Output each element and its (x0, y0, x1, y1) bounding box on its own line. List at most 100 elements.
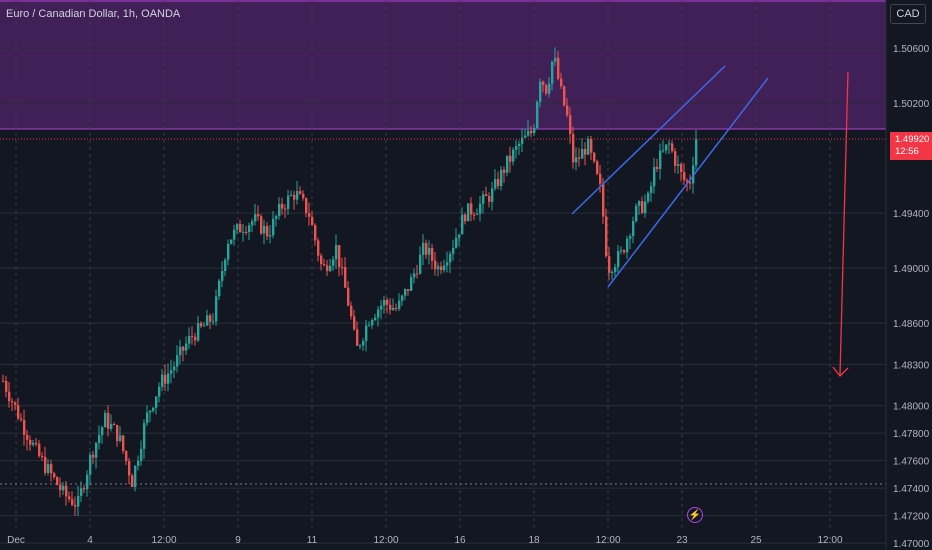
candle-body (383, 299, 386, 306)
candle-body (533, 127, 536, 134)
current-price-tag: 1.49920 12:56 (890, 132, 932, 160)
candle-body (77, 495, 80, 507)
candle-body (488, 196, 491, 202)
candle-body (62, 485, 65, 491)
candle-body (8, 391, 11, 402)
candle-body (638, 201, 641, 206)
candle-body (620, 250, 623, 252)
candle-body (254, 214, 257, 222)
candle-body (53, 473, 56, 478)
lightning-bolt-icon[interactable]: ⚡ (687, 507, 703, 523)
price-tick-label: 1.47200 (893, 512, 930, 523)
candle-body (656, 166, 659, 169)
candle-body (2, 380, 5, 382)
candle-body (5, 381, 8, 392)
rising-wedge-channel[interactable] (571, 65, 769, 288)
projection-arrow[interactable] (832, 71, 849, 377)
candle-body (506, 155, 509, 173)
candle-body (200, 323, 203, 327)
vertical-gridlines (15, 0, 831, 530)
candle-body (137, 460, 140, 466)
candle-body (92, 454, 95, 458)
candle-body (44, 456, 47, 473)
candle-body (110, 424, 113, 429)
time-tick-label: 18 (528, 535, 540, 546)
price-tick-label: 1.47800 (893, 429, 930, 440)
candle-body (395, 307, 398, 309)
candle-body (515, 146, 518, 150)
candle-body (11, 401, 14, 403)
candle-body (677, 164, 680, 166)
candle-body (377, 309, 380, 318)
candle-body (104, 412, 107, 428)
candle-body (650, 186, 653, 193)
candle-body (281, 203, 284, 209)
candle-body (425, 242, 428, 255)
candle-body (461, 214, 464, 235)
candle-body (59, 484, 62, 491)
current-price-value: 1.49920 (895, 134, 930, 145)
candle-body (197, 323, 200, 341)
candle-body (596, 161, 599, 174)
candle-body (557, 57, 560, 79)
candle-body (575, 157, 578, 163)
candle-body (20, 418, 23, 420)
candle-body (605, 216, 608, 257)
candle-body (470, 203, 473, 215)
candle-body (590, 138, 593, 153)
candle-body (458, 234, 461, 238)
candle-body (101, 427, 104, 436)
candle-body (89, 454, 92, 475)
candle-body (401, 295, 404, 301)
candle-body (485, 194, 488, 197)
time-tick-label: 12:00 (817, 535, 842, 546)
candle-body (68, 496, 71, 500)
candle-body (530, 130, 533, 134)
candle-body (392, 307, 395, 310)
channel-lower-line[interactable] (607, 77, 769, 288)
candle-body (134, 465, 137, 487)
candle-body (17, 404, 20, 419)
candle-body (293, 194, 296, 200)
candle-body (494, 179, 497, 189)
candle-body (152, 407, 155, 411)
candle-body (155, 396, 158, 408)
bar-countdown: 12:56 (895, 146, 919, 157)
price-axis[interactable]: 1.50600 1.50200 1.49400 1.49000 1.48600 1.483… (893, 44, 930, 550)
resistance-zone (0, 0, 886, 129)
candle-body (632, 221, 635, 237)
candle-body (449, 253, 452, 263)
candle-body (74, 504, 77, 507)
candle-body (320, 255, 323, 265)
candle-body (560, 78, 563, 87)
time-tick-label: 23 (676, 535, 688, 546)
candle-body (299, 191, 302, 194)
candle-body (140, 448, 143, 461)
currency-button[interactable]: CAD (890, 4, 926, 24)
candle-body (98, 435, 101, 443)
candle-body (467, 203, 470, 222)
candle-body (14, 402, 17, 405)
candle-body (416, 273, 419, 275)
channel-upper-line[interactable] (571, 65, 726, 215)
candle-body (221, 270, 224, 281)
candle-body (26, 434, 29, 440)
candle-body (386, 299, 389, 305)
price-tick-label: 1.50600 (893, 44, 930, 55)
candle-body (578, 157, 581, 159)
candle-body (686, 180, 689, 183)
candle-body (305, 198, 308, 214)
chart-title: Euro / Canadian Dollar, 1h, OANDA (6, 8, 181, 20)
candle-body (245, 231, 248, 233)
candle-body (476, 213, 479, 215)
time-axis[interactable]: Dec 4 12:00 9 11 12:00 16 18 12:00 23 25 12:00 (7, 535, 843, 546)
candle-body (491, 188, 494, 202)
candle-body (536, 102, 539, 128)
candle-body (146, 412, 149, 424)
candle-body (542, 81, 545, 85)
candle-body (617, 251, 620, 267)
time-tick-label: 12:00 (595, 535, 620, 546)
candle-body (158, 386, 161, 397)
time-tick-label: 16 (454, 535, 466, 546)
